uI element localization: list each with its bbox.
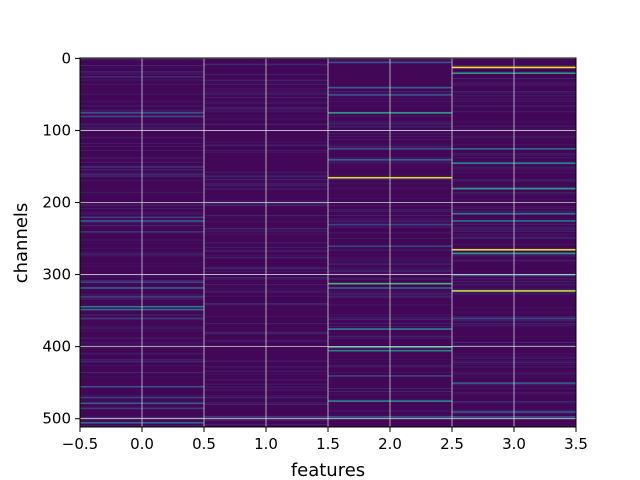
- y-axis-label: channels: [11, 203, 32, 284]
- x-tick-label: 0.5: [192, 435, 216, 453]
- x-tick-label: 2.5: [440, 435, 464, 453]
- x-tick-label: 0.0: [130, 435, 154, 453]
- x-tick-label: 1.5: [316, 435, 340, 453]
- x-tick-label: 2.0: [378, 435, 402, 453]
- y-tick-label: 500: [42, 410, 71, 428]
- x-tick-label: 3.5: [564, 435, 588, 453]
- x-tick-label: −0.5: [62, 435, 98, 453]
- y-tick-label: 400: [42, 338, 71, 356]
- y-tick-label: 200: [42, 194, 71, 212]
- x-tick-label: 3.0: [502, 435, 526, 453]
- x-tick-label: 1.0: [254, 435, 278, 453]
- y-tick-label: 100: [42, 121, 71, 139]
- x-axis-label: features: [291, 460, 365, 480]
- y-tick-label: 0: [61, 49, 71, 67]
- axis-ticks: −0.5 0.0 0.5 1.0 1.5 2.0 2.5 3.0 3.5 0 100 200 300 40…: [42, 49, 588, 453]
- y-tick-label: 300: [42, 266, 71, 284]
